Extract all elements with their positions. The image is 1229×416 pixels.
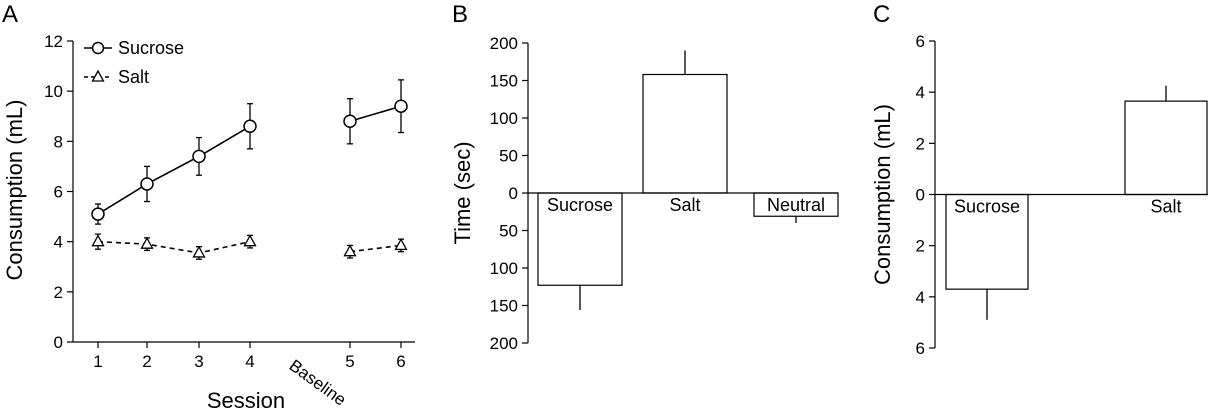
sucrose-point bbox=[91, 207, 105, 221]
y-tick-label: 2 bbox=[916, 134, 925, 153]
panel-label-a: A bbox=[2, 1, 18, 28]
bar-label-salt: Salt bbox=[669, 195, 700, 215]
y-tick-label: 100 bbox=[490, 109, 518, 128]
y-tick-label: 8 bbox=[54, 132, 63, 151]
x-tick-label: 1 bbox=[93, 352, 102, 371]
y-tick-label: 150 bbox=[490, 297, 518, 316]
legend-label-sucrose: Sucrose bbox=[118, 38, 184, 58]
sucrose-point bbox=[343, 114, 357, 129]
y-tick-label: 50 bbox=[499, 147, 518, 166]
bar-sucrose bbox=[945, 193, 1029, 290]
y-axis-label: Consumption (mL) bbox=[2, 100, 27, 281]
panel-b: B 200 150 100 50 0 50 100 150 200 Time (sec) Sucros… bbox=[450, 1, 839, 353]
legend-label-salt: Salt bbox=[118, 67, 149, 87]
x-tick-label: 3 bbox=[194, 352, 203, 371]
legend-marker-circle bbox=[91, 41, 105, 55]
x-tick-label: 5 bbox=[345, 352, 354, 371]
sucrose-series-line bbox=[97, 125, 251, 215]
y-tick-label: 0 bbox=[54, 333, 63, 352]
salt-point bbox=[192, 245, 206, 258]
bar-salt bbox=[1124, 100, 1208, 196]
y-tick-label: 0 bbox=[509, 184, 518, 203]
salt-point bbox=[140, 236, 154, 249]
y-tick-label: 100 bbox=[490, 259, 518, 278]
salt-point bbox=[243, 234, 257, 247]
y-tick-label: 200 bbox=[490, 334, 518, 353]
panel-label-c: C bbox=[873, 1, 890, 28]
x-tick-label-baseline: Baseline bbox=[286, 356, 350, 410]
y-tick-label: 2 bbox=[54, 283, 63, 302]
y-tick-label: 12 bbox=[44, 32, 63, 51]
x-tick-label: 6 bbox=[396, 352, 405, 371]
y-tick-label: 6 bbox=[916, 32, 925, 51]
bar-label-sucrose: Sucrose bbox=[547, 195, 613, 215]
legend-marker-triangle bbox=[91, 69, 105, 82]
panel-label-b: B bbox=[452, 1, 468, 28]
y-tick-label: 10 bbox=[44, 82, 63, 101]
y-tick-label: 200 bbox=[490, 34, 518, 53]
x-tick-label: 4 bbox=[245, 352, 254, 371]
sucrose-point bbox=[394, 99, 408, 113]
y-tick-label: 4 bbox=[54, 233, 63, 252]
sucrose-point bbox=[140, 177, 154, 191]
sucrose-point bbox=[243, 119, 257, 134]
bar-label-sucrose: Sucrose bbox=[954, 197, 1020, 217]
y-axis-label: Time (sec) bbox=[450, 141, 475, 244]
salt-series-line bbox=[349, 244, 402, 253]
y-tick-label: 4 bbox=[916, 288, 925, 307]
y-tick-label: 4 bbox=[916, 83, 925, 102]
salt-point bbox=[91, 234, 105, 247]
x-tick-label: 2 bbox=[142, 352, 151, 371]
bar-label-salt: Salt bbox=[1150, 197, 1181, 217]
salt-series-line bbox=[97, 240, 251, 254]
salt-point bbox=[343, 244, 357, 257]
x-axis-label: Session bbox=[207, 388, 285, 413]
y-tick-label: 6 bbox=[916, 339, 925, 358]
y-tick-label: 2 bbox=[916, 237, 925, 256]
y-tick-label: 0 bbox=[916, 186, 925, 205]
bar-sucrose bbox=[537, 192, 623, 286]
salt-point bbox=[394, 238, 408, 251]
panel-c: C 6 4 2 0 2 4 6 Consumption (mL) Sucrose Salt bbox=[870, 1, 1208, 358]
sucrose-point bbox=[192, 149, 206, 164]
y-axis-label: Consumption (mL) bbox=[870, 104, 895, 285]
y-tick-label: 50 bbox=[499, 222, 518, 241]
sucrose-series-line bbox=[349, 105, 402, 123]
bar-salt bbox=[642, 73, 728, 194]
bar-label-neutral: Neutral bbox=[767, 195, 825, 215]
y-tick-label: 6 bbox=[54, 183, 63, 202]
y-tick-label: 150 bbox=[490, 72, 518, 91]
